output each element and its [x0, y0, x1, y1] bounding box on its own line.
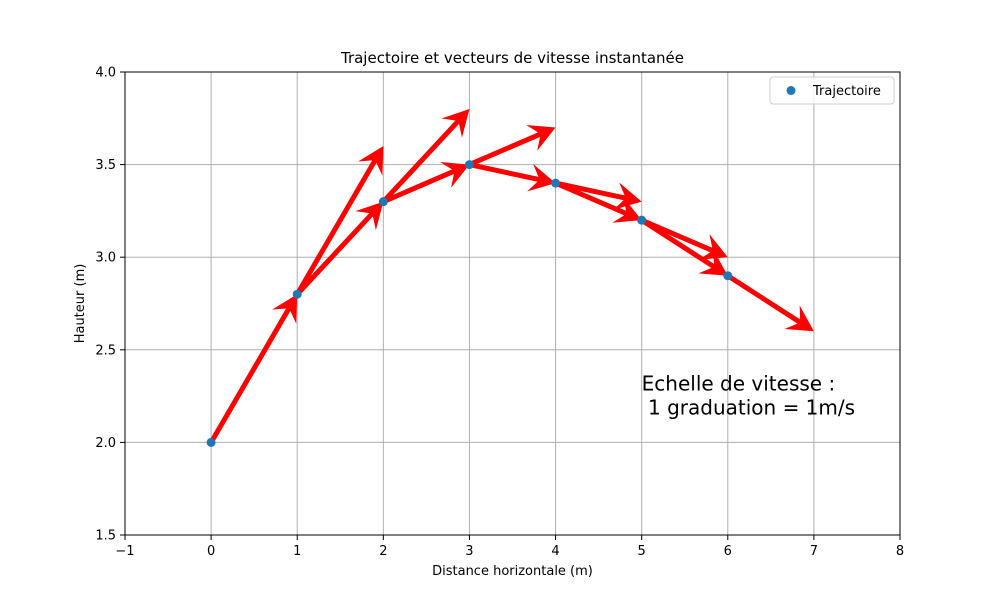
trajectory-points [206, 160, 733, 447]
legend: Trajectoire [769, 76, 895, 105]
legend-marker-trajectoire [786, 86, 796, 95]
plot-frame [124, 71, 901, 536]
x-tick-label: 0 [207, 544, 215, 559]
velocity-vectors [208, 109, 814, 444]
legend-label-trajectoire: Trajectoire [812, 84, 881, 99]
trajectory-point [551, 178, 561, 188]
axis-ticks: −1 0 1 2 3 4 5 6 7 8 1.5 2.0 2.5 3.0 3.5 4.0 [95, 66, 904, 560]
x-tick-label: 7 [810, 544, 818, 559]
x-tick-label: 4 [551, 544, 559, 559]
y-tick-label: 2.5 [95, 343, 116, 358]
y-tick-label: 3.5 [95, 158, 116, 173]
x-tick-label: −1 [115, 544, 134, 559]
trajectory-point [378, 197, 388, 207]
speed-scale-line-1: Echelle de vitesse : [642, 372, 836, 396]
trajectory-point [464, 160, 474, 170]
x-tick-label: 6 [724, 544, 732, 559]
velocity-vector-arrow [468, 124, 556, 167]
x-axis-label: Distance horizontale (m) [432, 564, 593, 579]
y-tick-label: 4.0 [95, 66, 116, 81]
trajectory-point [206, 437, 216, 447]
x-tick-label: 3 [465, 544, 473, 559]
trajectory-point [637, 215, 647, 225]
y-tick-label: 1.5 [95, 529, 116, 544]
velocity-vector-arrow [640, 217, 728, 260]
trajectory-point [723, 271, 733, 281]
velocity-vector-arrow [295, 201, 384, 296]
velocity-vector-arrow [554, 180, 642, 223]
x-tick-label: 5 [638, 544, 646, 559]
velocity-vector-arrow [208, 294, 298, 444]
speed-scale-annotation: Echelle de vitesse : 1 graduation = 1m/s [642, 372, 855, 420]
velocity-vector-arrow [726, 273, 814, 332]
y-tick-label: 2.0 [95, 436, 116, 451]
velocity-vector-arrow [468, 162, 556, 192]
legend-box [769, 76, 895, 105]
speed-scale-line-2: 1 graduation = 1m/s [642, 396, 855, 420]
velocity-vector-arrow [382, 162, 470, 204]
velocity-vector-arrow [640, 218, 728, 276]
velocity-vector-arrow [295, 146, 384, 296]
velocity-vector-arrow [555, 180, 642, 210]
y-axis-label: Hauteur (m) [73, 264, 88, 344]
x-tick-label: 8 [896, 544, 904, 559]
y-tick-label: 3.0 [95, 251, 116, 266]
velocity-vector-arrow [381, 109, 470, 204]
trajectory-point [292, 289, 302, 299]
chart-title: Trajectoire et vecteurs de vitesse insta… [340, 49, 684, 67]
grid-lines [124, 71, 901, 536]
x-tick-label: 2 [379, 544, 387, 559]
x-tick-label: 1 [293, 544, 301, 559]
